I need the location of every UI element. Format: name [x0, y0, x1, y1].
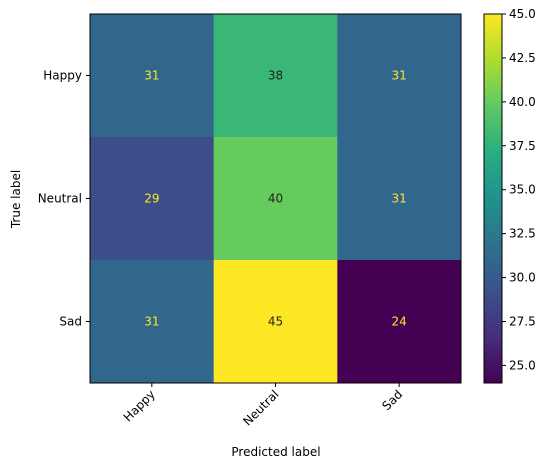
colorbar-tick-label: 30.0	[509, 271, 536, 285]
cell-value-label: 31	[392, 69, 407, 83]
colorbar-tick-label: 27.5	[509, 315, 536, 329]
y-tick-label: Neutral	[38, 192, 82, 206]
cell-value-label: 31	[392, 192, 407, 206]
cell-value-label: 29	[144, 192, 159, 206]
cell-value-label: 45	[268, 315, 283, 329]
cell-value-label: 31	[144, 69, 159, 83]
colorbar: 25.0 27.5 30.0 32.5 35.0 37.5 40.0 42.5 45.0	[483, 7, 536, 384]
heatmap-cell	[90, 137, 215, 261]
heatmap-cell	[213, 137, 338, 261]
colorbar-tick-label: 42.5	[509, 51, 536, 65]
colorbar-tick-label: 25.0	[509, 358, 536, 372]
colorbar-tick-label: 37.5	[509, 139, 536, 153]
cell-value-labels: 31 38 31 29 40 31 31 45 24	[144, 69, 407, 329]
x-axis-ticks: Happy Neutral Sad	[121, 383, 405, 428]
heatmap-cell	[337, 14, 462, 138]
heatmap-cell	[90, 14, 215, 138]
y-tick-label: Sad	[59, 315, 82, 329]
colorbar-tick-label: 35.0	[509, 183, 536, 197]
y-tick-label: Happy	[43, 69, 82, 83]
cell-value-label: 31	[144, 315, 159, 329]
cell-value-label: 24	[392, 315, 407, 329]
heatmap-cell	[213, 14, 338, 138]
colorbar-gradient	[483, 13, 503, 384]
y-axis-label: True label	[9, 170, 23, 229]
colorbar-tick-label: 40.0	[509, 95, 536, 109]
colorbar-tick-label: 45.0	[509, 7, 536, 21]
x-tick-label: Sad	[379, 387, 405, 413]
heatmap-cell	[213, 260, 338, 384]
heatmap-cell	[337, 137, 462, 261]
y-axis-ticks: Happy Neutral Sad	[38, 69, 90, 329]
heatmap-cells	[90, 14, 462, 384]
cell-value-label: 38	[268, 69, 283, 83]
heatmap-cell	[337, 260, 462, 384]
cell-value-label: 40	[268, 192, 283, 206]
x-axis-label: Predicted label	[231, 445, 320, 459]
x-tick-label: Neutral	[240, 387, 281, 428]
colorbar-tick-label: 32.5	[509, 227, 536, 241]
x-tick-label: Happy	[121, 387, 158, 424]
colorbar-ticks: 25.0 27.5 30.0 32.5 35.0 37.5 40.0 42.5 45.0	[502, 7, 536, 372]
heatmap-cell	[90, 260, 215, 384]
